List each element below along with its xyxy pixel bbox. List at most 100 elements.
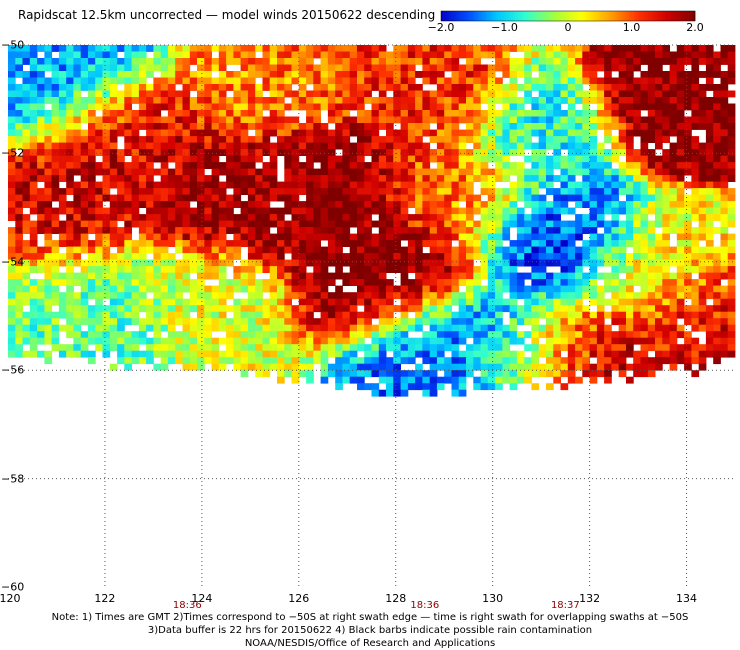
- heatmap-cell: [422, 357, 431, 365]
- heatmap-cell: [451, 220, 460, 228]
- heatmap-cell: [306, 272, 314, 280]
- heatmap-cell: [349, 168, 358, 176]
- heatmap-cell: [357, 292, 365, 300]
- heatmap-cell: [73, 331, 82, 339]
- heatmap-cell: [553, 220, 561, 228]
- heatmap-cell: [487, 253, 496, 260]
- heatmap-cell: [473, 376, 481, 384]
- heatmap-cell: [487, 344, 496, 352]
- heatmap-cell: [211, 357, 220, 365]
- heatmap-cell: [277, 103, 285, 111]
- heatmap-cell: [342, 298, 351, 306]
- heatmap-cell: [306, 337, 314, 345]
- heatmap-cell: [524, 155, 532, 163]
- heatmap-cell: [655, 188, 663, 195]
- heatmap-cell: [582, 370, 590, 378]
- heatmap-cell: [29, 233, 38, 241]
- heatmap-cell: [451, 194, 460, 202]
- heatmap-cell: [102, 331, 111, 339]
- heatmap-cell: [327, 77, 336, 85]
- heatmap-cell: [655, 155, 663, 163]
- heatmap-cell: [320, 207, 329, 215]
- heatmap-cell: [88, 285, 96, 293]
- heatmap-cell: [495, 116, 503, 124]
- heatmap-cell: [640, 227, 649, 234]
- heatmap-cell: [146, 155, 154, 163]
- heatmap-cell: [175, 162, 183, 169]
- heatmap-cell: [102, 337, 111, 345]
- heatmap-cell: [37, 305, 45, 313]
- heatmap-cell: [335, 292, 343, 300]
- heatmap-cell: [327, 311, 336, 319]
- heatmap-cell: [327, 337, 336, 345]
- heatmap-cell: [655, 77, 663, 85]
- heatmap-cell: [153, 253, 162, 260]
- heatmap-cell: [357, 253, 365, 260]
- heatmap-cell: [575, 220, 583, 228]
- heatmap-cell: [582, 103, 590, 111]
- heatmap-cell: [102, 64, 111, 72]
- heatmap-cell: [66, 51, 74, 59]
- heatmap-cell: [684, 58, 692, 65]
- heatmap-cell: [284, 246, 292, 254]
- heatmap-cell: [153, 363, 162, 371]
- heatmap-cell: [633, 324, 641, 332]
- heatmap-cell: [422, 389, 431, 397]
- heatmap-cell: [662, 51, 670, 59]
- heatmap-cell: [197, 97, 205, 104]
- heatmap-cell: [182, 324, 191, 332]
- heatmap-cell: [618, 103, 627, 111]
- heatmap-cell: [371, 110, 380, 117]
- heatmap-cell: [167, 305, 176, 313]
- heatmap-cell: [131, 168, 140, 176]
- heatmap-cell: [66, 71, 74, 78]
- heatmap-cell: [480, 272, 489, 280]
- heatmap-cell: [342, 233, 351, 241]
- heatmap-cell: [189, 285, 198, 293]
- colorbar-segment: [506, 11, 510, 21]
- heatmap-cell: [422, 292, 431, 300]
- heatmap-cell: [393, 240, 401, 247]
- heatmap-cell: [531, 285, 540, 293]
- heatmap-cell: [335, 318, 343, 326]
- heatmap-cell: [269, 64, 278, 72]
- heatmap-cell: [509, 337, 518, 345]
- heatmap-cell: [313, 181, 321, 189]
- heatmap-cell: [538, 129, 547, 137]
- heatmap-cell: [269, 45, 278, 52]
- heatmap-cell: [58, 45, 67, 52]
- heatmap-cell: [378, 389, 387, 397]
- heatmap-cell: [138, 110, 147, 117]
- heatmap-cell: [487, 188, 496, 195]
- heatmap-cell: [189, 357, 198, 365]
- heatmap-cell: [415, 149, 423, 156]
- heatmap-cell: [211, 97, 220, 104]
- heatmap-cell: [269, 188, 278, 195]
- heatmap-cell: [531, 331, 540, 339]
- heatmap-cell: [378, 376, 387, 384]
- heatmap-cell: [29, 207, 38, 215]
- heatmap-cell: [371, 84, 380, 91]
- heatmap-cell: [575, 116, 583, 124]
- heatmap-cell: [204, 71, 212, 78]
- heatmap-cell: [175, 103, 183, 111]
- heatmap-cell: [335, 220, 343, 228]
- heatmap-cell: [117, 344, 125, 352]
- heatmap-cell: [262, 285, 271, 293]
- heatmap-cell: [124, 201, 132, 208]
- heatmap-cell: [713, 253, 721, 260]
- heatmap-cell: [175, 51, 183, 59]
- heatmap-cell: [255, 337, 263, 345]
- heatmap-cell: [124, 51, 132, 59]
- heatmap-cell: [647, 123, 656, 130]
- heatmap-cell: [524, 318, 532, 326]
- heatmap-cell: [167, 110, 176, 117]
- heatmap-cell: [153, 116, 162, 124]
- heatmap-cell: [589, 344, 598, 352]
- heatmap-cell: [80, 116, 89, 124]
- heatmap-cell: [553, 370, 561, 378]
- heatmap-cell: [284, 84, 292, 91]
- heatmap-cell: [604, 240, 612, 247]
- heatmap-cell: [29, 149, 38, 156]
- heatmap-cell: [502, 142, 511, 150]
